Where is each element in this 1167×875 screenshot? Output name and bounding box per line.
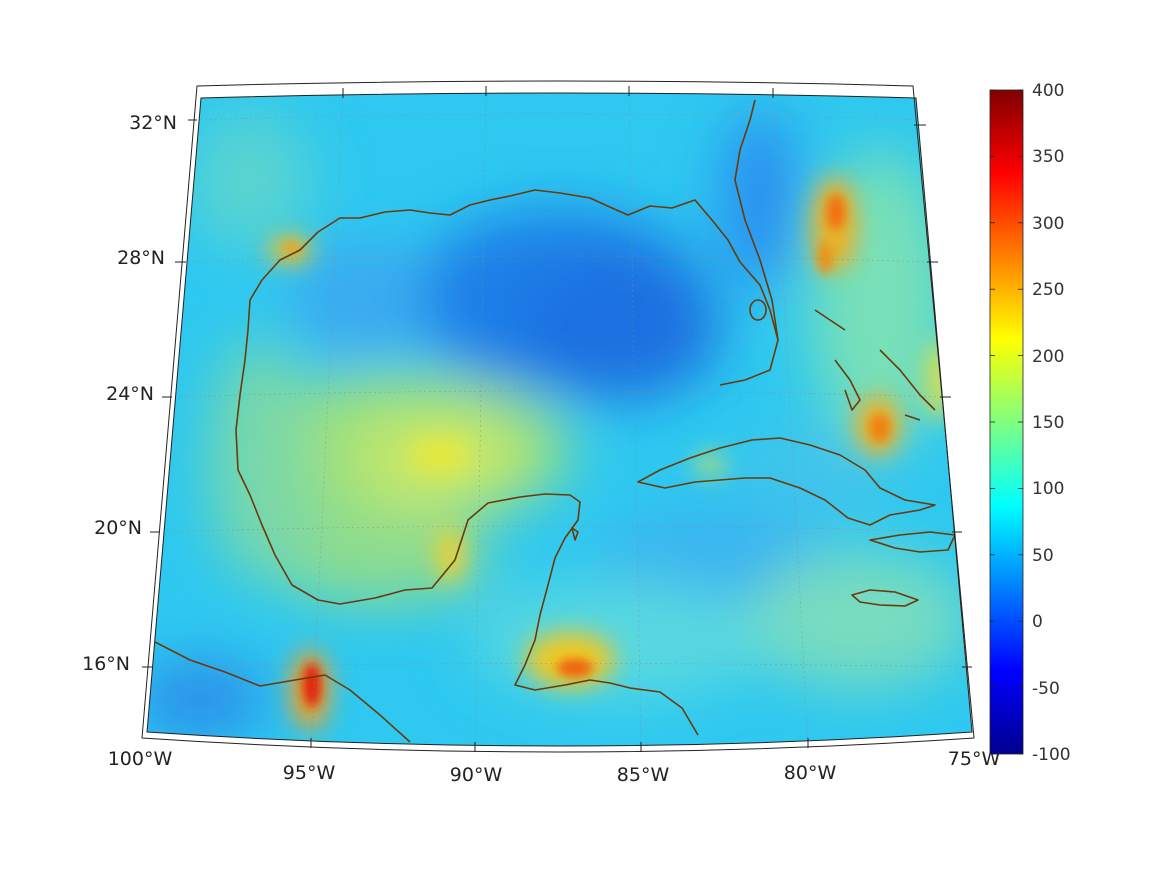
lat-label-32n: 32°N xyxy=(129,112,177,134)
lon-label-80w: 80°W xyxy=(784,762,837,784)
map-frame xyxy=(146,92,973,747)
colorbar-label-400: 400 xyxy=(1032,81,1064,101)
lon-label-75w: 75°W xyxy=(948,748,1001,770)
colorbar-label-250: 250 xyxy=(1032,280,1064,300)
lake-okeechobee xyxy=(749,299,767,321)
lon-label-90w: 90°W xyxy=(450,764,503,786)
colorbar-labels: 400 350 300 250 200 150 100 50 0 -50 -10… xyxy=(1032,81,1071,765)
gulf-coastline xyxy=(235,189,779,736)
jamaica-coastline xyxy=(851,589,919,607)
lat-label-16n: 16°N xyxy=(82,653,130,675)
colorbar-label-100: 100 xyxy=(1032,479,1064,499)
colorbar-label-200: 200 xyxy=(1032,347,1064,367)
lat-label-20n: 20°N xyxy=(94,517,142,539)
lon-label-95w: 95°W xyxy=(283,762,336,784)
graticule xyxy=(149,93,967,746)
colorbar-ticks xyxy=(990,89,1023,755)
lon-label-100w: 100°W xyxy=(108,748,173,770)
colorbar-label-neg100: -100 xyxy=(1032,745,1071,765)
colorbar-label-300: 300 xyxy=(1032,214,1064,234)
cozumel-coastline xyxy=(571,527,579,541)
pacific-coastline xyxy=(154,641,411,743)
lat-label-28n: 28°N xyxy=(117,247,165,269)
map-frame-outer xyxy=(141,80,975,753)
longitude-labels: 100°W 95°W 90°W 85°W 80°W 75°W xyxy=(108,748,1001,786)
colorbar: 400 350 300 250 200 150 100 50 0 -50 -10… xyxy=(989,81,1071,765)
heatmap-field xyxy=(147,93,972,746)
colorbar-label-150: 150 xyxy=(1032,413,1064,433)
frame-ticks xyxy=(142,86,972,752)
hispaniola-coastline xyxy=(869,531,956,553)
lon-label-85w: 85°W xyxy=(617,764,670,786)
bahamas-coastline xyxy=(814,309,936,421)
colorbar-label-neg50: -50 xyxy=(1032,679,1060,699)
florida-east-coast xyxy=(734,99,779,341)
lat-label-24n: 24°N xyxy=(106,383,154,405)
latitude-labels: 32°N 28°N 24°N 20°N 16°N xyxy=(82,112,177,675)
colorbar-label-0: 0 xyxy=(1032,612,1043,632)
coastlines xyxy=(154,99,956,743)
colorbar-label-50: 50 xyxy=(1032,546,1054,566)
colorbar-gradient xyxy=(989,89,1024,755)
cuba-coastline xyxy=(637,437,936,526)
colorbar-label-350: 350 xyxy=(1032,147,1064,167)
